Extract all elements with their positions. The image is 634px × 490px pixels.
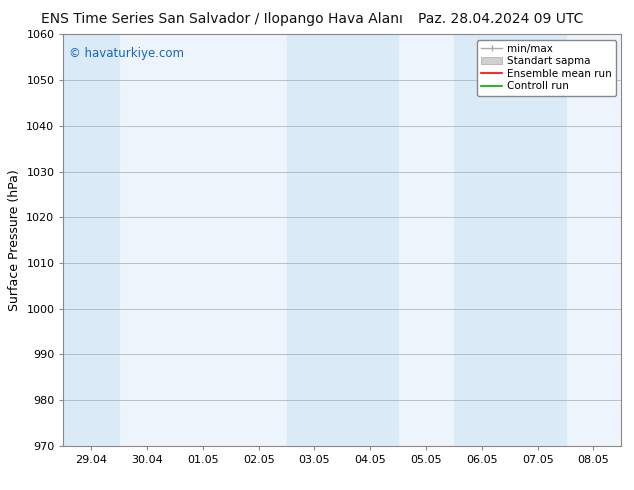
Bar <box>63 34 119 446</box>
Text: ENS Time Series San Salvador / Ilopango Hava Alanı: ENS Time Series San Salvador / Ilopango … <box>41 12 403 26</box>
Legend: min/max, Standart sapma, Ensemble mean run, Controll run: min/max, Standart sapma, Ensemble mean r… <box>477 40 616 96</box>
Y-axis label: Surface Pressure (hPa): Surface Pressure (hPa) <box>8 169 21 311</box>
Text: © havaturkiye.com: © havaturkiye.com <box>69 47 184 60</box>
Bar <box>287 34 398 446</box>
Bar <box>454 34 566 446</box>
Text: Paz. 28.04.2024 09 UTC: Paz. 28.04.2024 09 UTC <box>418 12 583 26</box>
